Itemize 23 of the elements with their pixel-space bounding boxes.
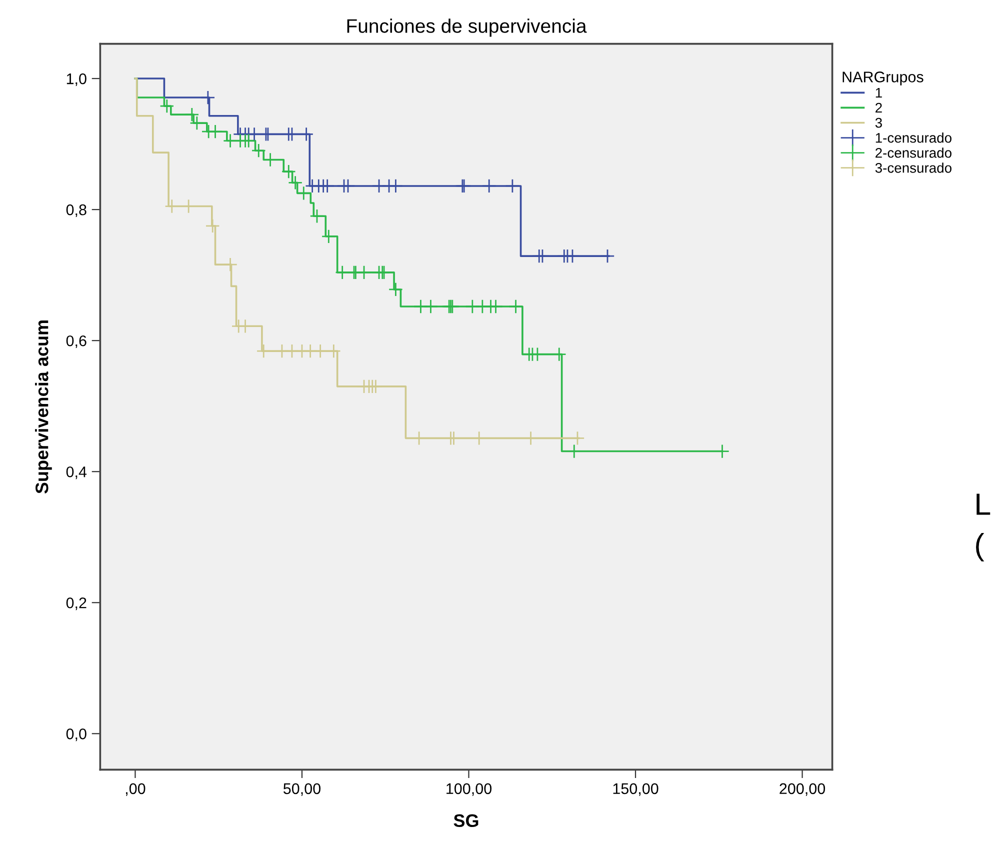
y-tick-label: 1,0 xyxy=(66,73,86,86)
x-tick-label: 100,00 xyxy=(446,783,492,796)
y-tick-label: 0,4 xyxy=(66,466,87,480)
legend-title: NARGrupos xyxy=(842,72,924,86)
y-tick-label: 0,8 xyxy=(66,204,86,218)
y-tick-label: 0,6 xyxy=(66,335,86,348)
legend-label: 3-censurado xyxy=(875,162,952,173)
legend-label: 1-censurado xyxy=(876,132,952,143)
legend-label: 2 xyxy=(876,102,882,113)
text: ( xyxy=(976,532,984,562)
y-tick-label: 0,0 xyxy=(66,728,86,742)
x-tick-label: 50,00 xyxy=(283,783,320,796)
legend-label: 3 xyxy=(875,118,882,128)
y-axis-title: Supervivencia acum xyxy=(35,320,52,494)
y-tick-label: 0,2 xyxy=(66,597,86,610)
text: L xyxy=(976,494,990,515)
x-tick-label: ,00 xyxy=(126,783,146,796)
x-tick-label: 150,00 xyxy=(613,783,658,796)
chart-title: Funciones de supervivencia xyxy=(347,18,587,37)
legend-label: 1 xyxy=(876,88,882,98)
x-tick-label: 200,00 xyxy=(780,783,826,796)
legend-label: 2-censurado xyxy=(876,148,952,158)
x-axis-title: SG xyxy=(454,814,478,828)
